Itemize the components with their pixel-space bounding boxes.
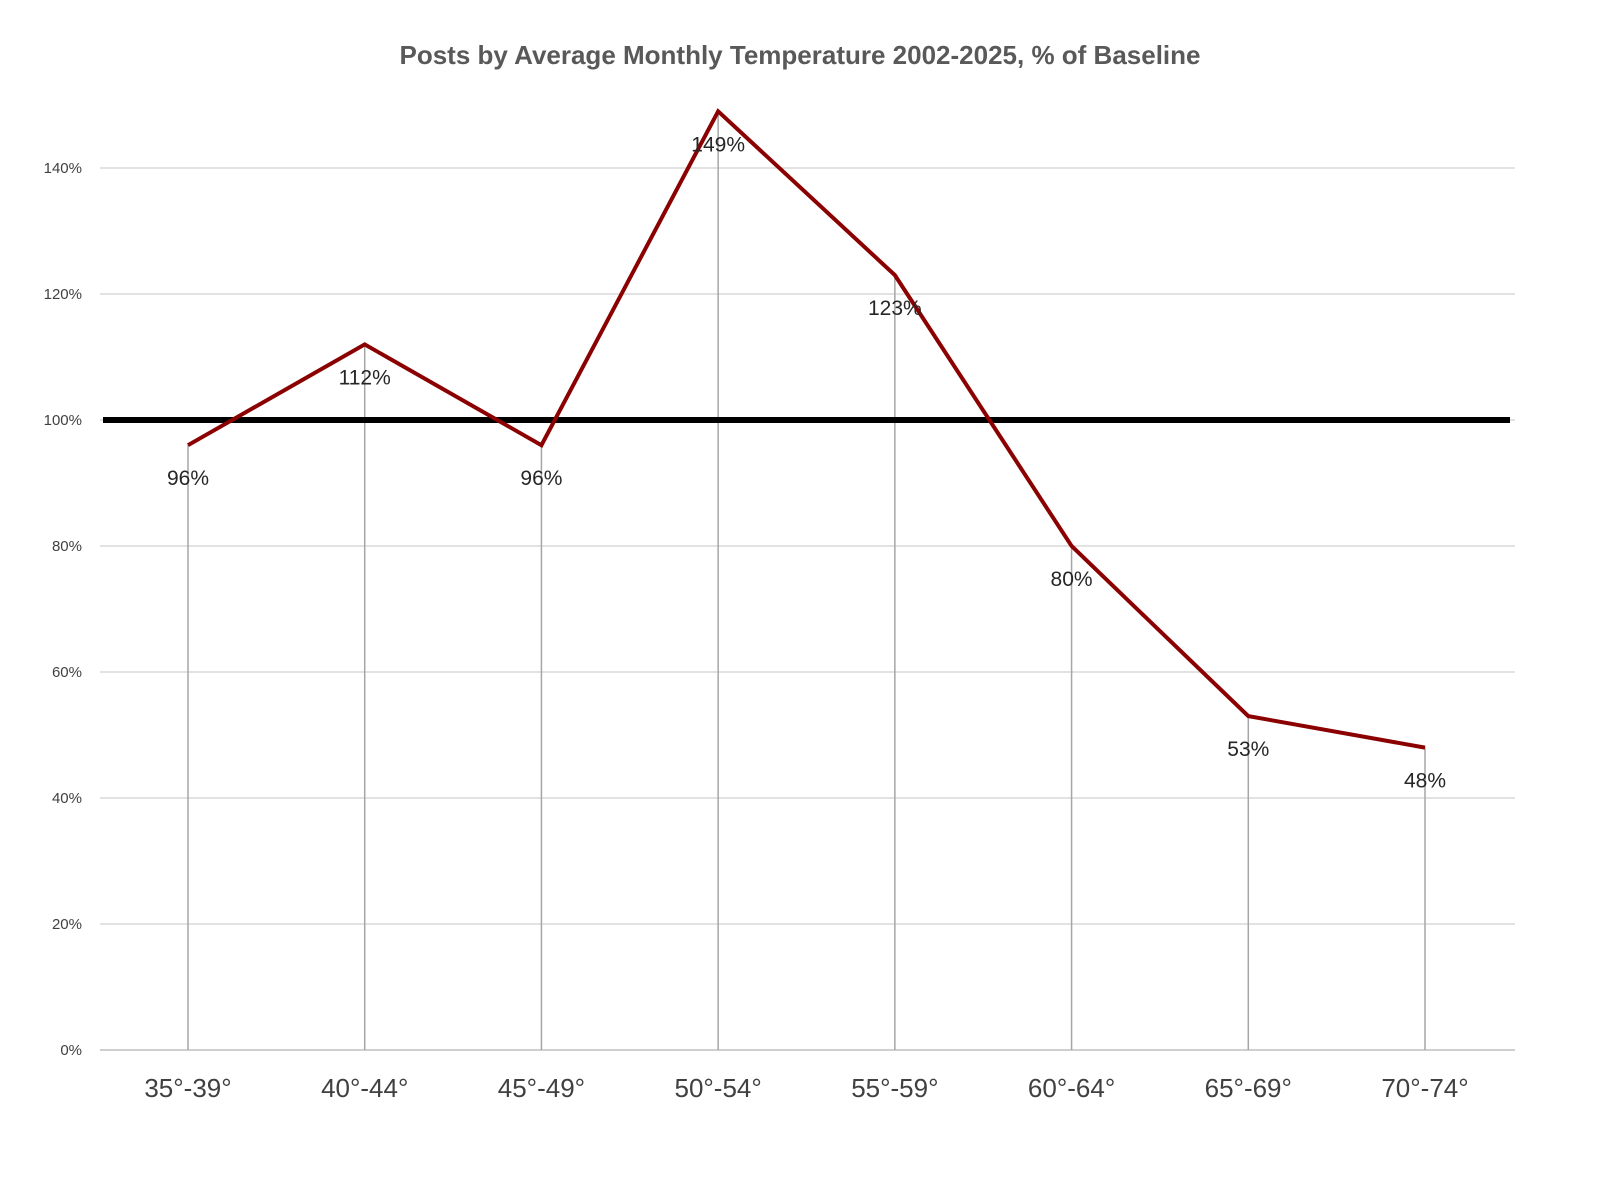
x-axis-ticks: 35°-39° 40°-44° 45°-49° 50°-54° 55°-59° 60°-6…: [144, 1073, 1468, 1103]
data-label-1: 112%: [339, 366, 391, 389]
x-tick-label-3: 50°-54°: [674, 1073, 761, 1103]
data-labels: 96% 112% 96% 149% 123% 80% 53% 48%: [167, 133, 1446, 792]
data-label-6: 53%: [1227, 738, 1269, 761]
y-tick-label-5: 100%: [44, 412, 82, 429]
y-tick-label-2: 40%: [52, 790, 82, 807]
y-axis-ticks: 0% 20% 40% 60% 80% 100% 120% 140%: [44, 160, 82, 1059]
series-line: [187, 108, 1426, 750]
data-label-0: 96%: [167, 467, 209, 490]
data-label-3: 149%: [691, 133, 745, 156]
y-tick-label-1: 20%: [52, 916, 82, 933]
x-tick-label-0: 35°-39°: [144, 1073, 231, 1103]
y-tick-label-3: 60%: [52, 664, 82, 681]
chart-title: Posts by Average Monthly Temperature 200…: [399, 40, 1201, 70]
data-label-7: 48%: [1404, 770, 1446, 793]
y-tick-label-7: 140%: [44, 160, 82, 177]
y-tick-label-0: 0%: [60, 1042, 82, 1059]
data-label-5: 80%: [1051, 568, 1093, 591]
y-tick-label-6: 120%: [44, 286, 82, 303]
x-tick-label-4: 55°-59°: [851, 1073, 938, 1103]
data-label-4: 123%: [868, 297, 922, 320]
x-tick-label-2: 45°-49°: [498, 1073, 585, 1103]
x-tick-label-1: 40°-44°: [321, 1073, 408, 1103]
data-label-2: 96%: [520, 467, 562, 490]
x-tick-label-6: 65°-69°: [1205, 1073, 1292, 1103]
x-tick-label-7: 70°-74°: [1381, 1073, 1468, 1103]
x-tick-label-5: 60°-64°: [1028, 1073, 1115, 1103]
y-tick-label-4: 80%: [52, 538, 82, 555]
drop-lines: [187, 111, 1426, 1050]
gridlines: [100, 167, 1515, 1051]
series-group: [187, 108, 1426, 750]
